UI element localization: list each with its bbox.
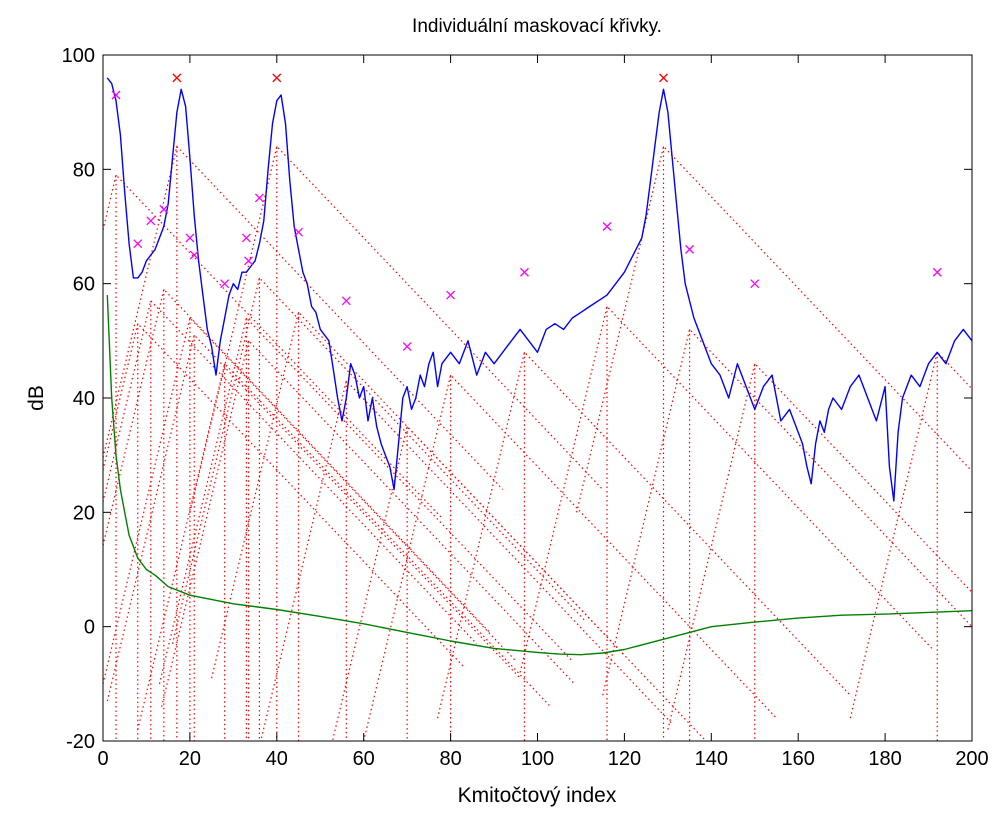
nontonal-masker-marker (111, 90, 121, 100)
nontonal-masker-marker (189, 250, 199, 260)
x-tick-label: 200 (955, 748, 988, 770)
masking-curve (171, 276, 586, 741)
nontonal-masker-marker (685, 244, 695, 254)
nontonal-masker-marker (520, 267, 529, 277)
y-tick-label: 80 (73, 159, 95, 181)
nontonal-masker-marker (185, 233, 195, 243)
y-tick-label: 20 (73, 502, 95, 524)
masking-curve (667, 362, 972, 741)
masking-curve (161, 339, 575, 741)
masking-curve (103, 299, 478, 741)
masking-curve (363, 373, 777, 741)
x-tick-label: 0 (97, 748, 108, 770)
x-axis-label: Kmitočtový index (458, 784, 617, 807)
nontonal-masker-marker (446, 290, 456, 300)
x-tick-label: 100 (521, 748, 554, 770)
nontonal-masker-marker (220, 279, 230, 289)
masking-curve (260, 379, 673, 741)
nontonal-masker-marker (133, 239, 143, 249)
nontonal-masker-marker (932, 267, 942, 277)
y-tick-label: -20 (66, 731, 95, 753)
masking-curve (103, 322, 465, 741)
masking-curve (103, 145, 504, 741)
masking-curve (106, 333, 521, 741)
nontonal-masker-marker (294, 227, 303, 237)
masking-curve (103, 288, 491, 741)
nontonal-masker-marker (602, 222, 612, 231)
y-tick-label: 0 (84, 617, 95, 639)
masking-curve (189, 145, 604, 741)
y-tick-label: 100 (62, 45, 95, 67)
nontonal-masker-marker (254, 193, 264, 203)
tonal-masker-marker (659, 73, 668, 83)
chart-title: Individuální maskovací křivky. (412, 16, 662, 37)
axes-frame (102, 54, 973, 742)
nontonal-masker-marker (341, 296, 351, 306)
x-tick-label: 120 (608, 748, 641, 770)
x-tick-label: 180 (868, 748, 901, 770)
masking-curve (436, 351, 851, 741)
x-tick-label: 160 (782, 748, 815, 770)
x-tick-label: 60 (353, 748, 375, 770)
masking-curve (576, 145, 972, 741)
y-axis-label: dB (25, 385, 48, 411)
masking-curve (602, 328, 972, 741)
masking-curve (211, 311, 625, 741)
masking-curve (137, 362, 551, 741)
nontonal-masker-marker (159, 204, 169, 214)
masking-curve (103, 316, 517, 741)
x-tick-label: 20 (179, 748, 201, 770)
masking-curve (849, 351, 972, 741)
y-tick-label: 40 (73, 388, 95, 410)
masking-curve (331, 425, 707, 741)
x-tick-label: 140 (695, 748, 728, 770)
nontonal-masker-marker (750, 279, 760, 289)
absolute-threshold-line (106, 295, 972, 656)
spectrum-line (106, 77, 972, 502)
masking-curve (103, 173, 443, 741)
axis-ticks: 0 20 40 60 80 100 120 140 160 180 200-200204060801… (62, 45, 989, 770)
tonal-masker-marker (272, 73, 282, 83)
y-tick-label: 60 (73, 274, 95, 296)
nontonal-masker-marker (241, 233, 251, 243)
masking-curve (519, 305, 934, 741)
plot-area (103, 73, 972, 741)
x-tick-label: 40 (266, 748, 288, 770)
nontonal-masker-marker (244, 256, 254, 266)
tonal-masker-marker (172, 73, 182, 83)
nontonal-masker-marker (146, 216, 156, 226)
masking-curve (158, 316, 573, 741)
x-tick-label: 80 (439, 748, 461, 770)
nontonal-masker-marker (402, 342, 412, 352)
